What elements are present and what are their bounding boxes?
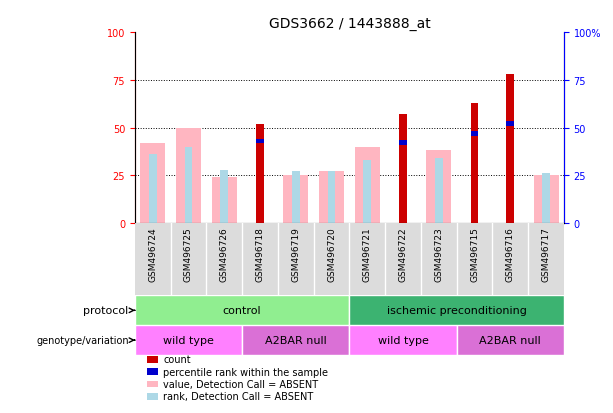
Text: wild type: wild type	[163, 335, 214, 345]
Bar	[471, 104, 479, 223]
Bar	[292, 172, 300, 223]
Bar	[426, 151, 451, 223]
Text: value, Detection Call = ABSENT: value, Detection Call = ABSENT	[163, 379, 318, 389]
Bar	[457, 223, 492, 296]
Bar	[185, 147, 192, 223]
Bar	[542, 174, 550, 223]
Bar	[242, 325, 349, 355]
Bar	[135, 325, 242, 355]
Bar	[457, 325, 564, 355]
Bar	[355, 147, 380, 223]
Bar	[256, 124, 264, 223]
Bar	[135, 296, 349, 325]
Bar	[349, 325, 457, 355]
Text: rank, Detection Call = ABSENT: rank, Detection Call = ABSENT	[163, 392, 313, 401]
Bar	[256, 139, 264, 144]
Bar	[399, 115, 407, 223]
Bar	[170, 223, 207, 296]
Bar	[533, 176, 558, 223]
Bar	[149, 155, 157, 223]
Bar	[385, 223, 421, 296]
Text: GSM496718: GSM496718	[256, 227, 265, 282]
Bar	[349, 223, 385, 296]
Text: ischemic preconditioning: ischemic preconditioning	[387, 306, 527, 316]
Text: A2BAR null: A2BAR null	[265, 335, 327, 345]
Bar	[176, 128, 201, 223]
Bar	[327, 172, 335, 223]
Text: control: control	[223, 306, 262, 316]
Bar	[435, 159, 443, 223]
Bar	[528, 223, 564, 296]
Bar	[242, 223, 278, 296]
Text: GSM496724: GSM496724	[148, 227, 158, 282]
Bar	[364, 161, 371, 223]
Bar	[314, 223, 349, 296]
Text: GSM496720: GSM496720	[327, 227, 336, 282]
Text: A2BAR null: A2BAR null	[479, 335, 541, 345]
Bar	[207, 223, 242, 296]
Text: wild type: wild type	[378, 335, 428, 345]
Text: protocol: protocol	[83, 306, 129, 316]
Text: GSM496722: GSM496722	[398, 227, 408, 282]
Bar	[492, 223, 528, 296]
Bar	[506, 75, 514, 223]
Bar	[220, 170, 228, 223]
Text: GSM496721: GSM496721	[363, 227, 372, 282]
Text: GSM496719: GSM496719	[291, 227, 300, 282]
Text: GSM496723: GSM496723	[434, 227, 443, 282]
Text: genotype/variation: genotype/variation	[36, 335, 129, 345]
Bar	[319, 172, 344, 223]
Bar	[283, 176, 308, 223]
Bar	[421, 223, 457, 296]
Bar	[349, 296, 564, 325]
Text: GSM496725: GSM496725	[184, 227, 193, 282]
Text: count: count	[163, 354, 191, 364]
Bar	[399, 141, 407, 146]
Bar	[278, 223, 314, 296]
Bar	[135, 223, 170, 296]
Text: GSM496726: GSM496726	[219, 227, 229, 282]
Bar	[471, 132, 479, 136]
Text: GSM496715: GSM496715	[470, 227, 479, 282]
Text: percentile rank within the sample: percentile rank within the sample	[163, 367, 328, 377]
Title: GDS3662 / 1443888_at: GDS3662 / 1443888_at	[268, 17, 430, 31]
Bar	[140, 143, 166, 223]
Text: GSM496717: GSM496717	[541, 227, 550, 282]
Text: GSM496716: GSM496716	[506, 227, 515, 282]
Bar	[506, 122, 514, 127]
Bar	[211, 178, 237, 223]
